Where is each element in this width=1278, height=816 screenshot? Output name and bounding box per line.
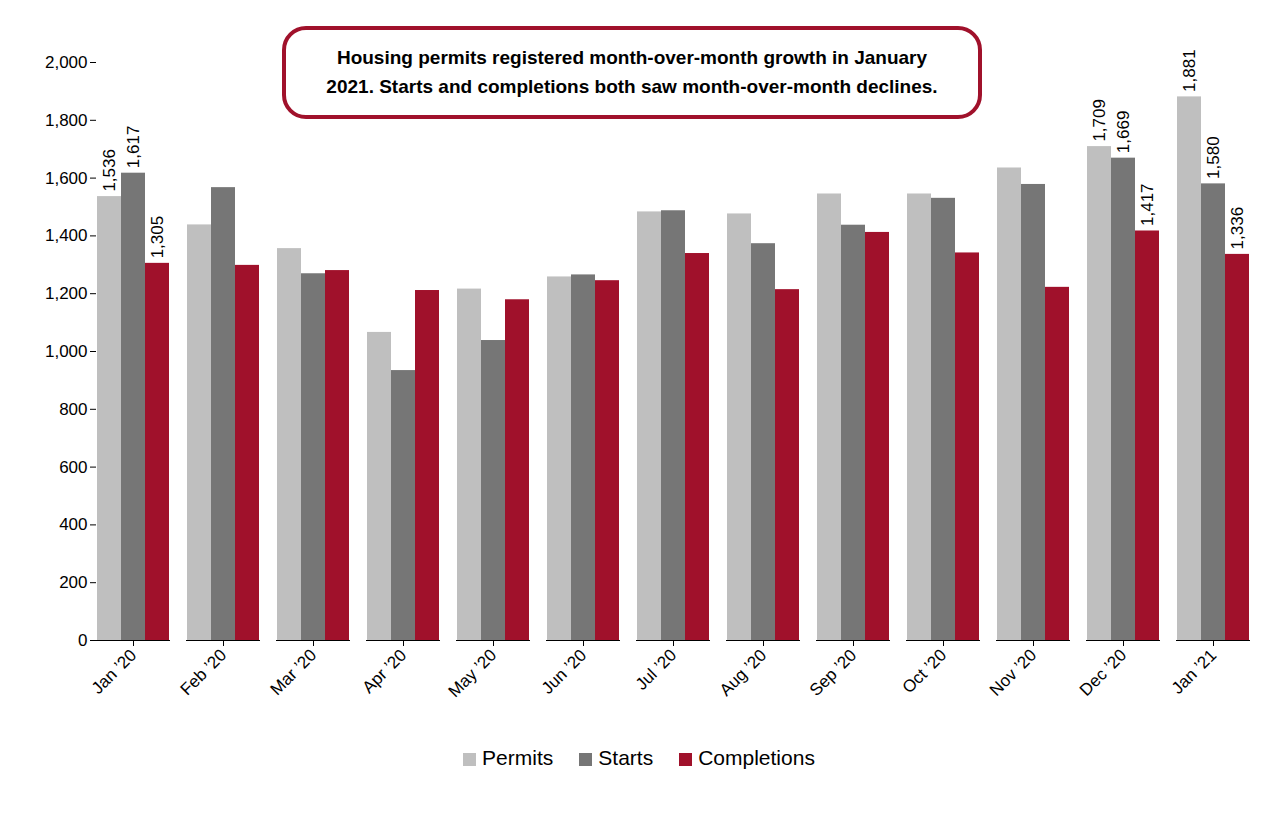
svg-text:Jan ’21: Jan ’21 [1168,646,1220,698]
svg-text:1,881: 1,881 [1180,49,1199,92]
svg-text:1,417: 1,417 [1138,183,1157,226]
svg-text:800: 800 [59,400,87,419]
html-text:Housing permits registered mon: Housing permits registered month-over-mo… [326,47,938,97]
svg-text:Sep ’20: Sep ’20 [806,646,860,700]
svg-text:Jan ’20: Jan ’20 [88,646,140,698]
svg-text:Dec ’20: Dec ’20 [1076,646,1130,700]
svg-text:400: 400 [59,515,87,534]
svg-text:1,336: 1,336 [1228,207,1247,250]
svg-text:Nov ’20: Nov ’20 [986,646,1040,700]
svg-text:1,600: 1,600 [45,169,88,188]
html-text:Permits: Permits [482,746,554,769]
html-text:Completions: Completions [698,746,815,769]
html-text:Starts: Starts [598,746,654,769]
svg-text:1,580: 1,580 [1204,136,1223,179]
svg-text:1,000: 1,000 [45,342,88,361]
svg-text:200: 200 [59,573,87,592]
svg-text:1,200: 1,200 [45,284,88,303]
svg-text:1,709: 1,709 [1090,99,1109,142]
svg-text:600: 600 [59,458,87,477]
svg-text:1,305: 1,305 [148,216,167,259]
svg-text:Aug ’20: Aug ’20 [716,646,770,700]
svg-text:Oct ’20: Oct ’20 [899,646,951,698]
svg-text:Apr ’20: Apr ’20 [359,646,411,698]
svg-text:Mar ’20: Mar ’20 [267,646,321,700]
svg-text:1,617: 1,617 [124,126,143,169]
svg-text:Jun ’20: Jun ’20 [538,646,590,698]
svg-text:1,400: 1,400 [45,226,88,245]
svg-text:1,536: 1,536 [100,149,119,192]
svg-text:1,669: 1,669 [1114,111,1133,154]
svg-text:Jul ’20: Jul ’20 [632,646,680,694]
svg-text:2,000: 2,000 [45,53,88,72]
svg-text:1,800: 1,800 [45,111,88,130]
svg-text:Feb ’20: Feb ’20 [177,646,231,700]
svg-text:May ’20: May ’20 [445,646,501,702]
svg-text:0: 0 [78,631,87,650]
